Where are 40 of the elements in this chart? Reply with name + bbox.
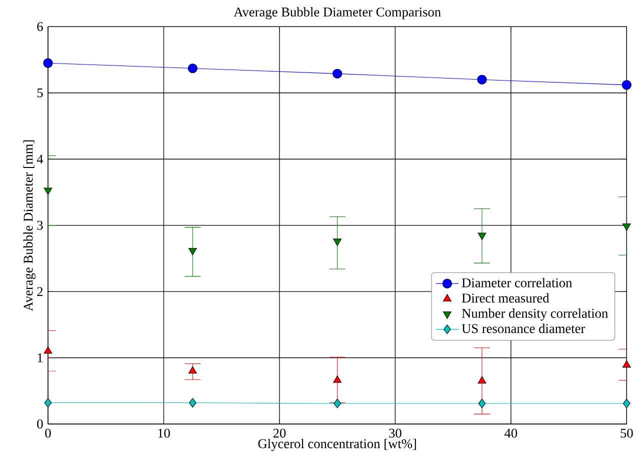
point: [333, 238, 342, 246]
legend-label: Direct measured: [462, 293, 550, 303]
y-tick-label: 2: [37, 287, 43, 296]
y-tick-label: 1: [38, 353, 43, 362]
x-tick-label: 40: [504, 428, 518, 438]
y-tick-label: 5: [37, 88, 43, 98]
y-tick-label: 4: [36, 154, 44, 164]
y-tick-label: 0: [37, 419, 43, 428]
point: [478, 398, 486, 408]
point: [622, 360, 631, 368]
point: [189, 398, 196, 408]
point: [44, 346, 52, 354]
point: [44, 398, 52, 408]
legend-label: US resonance diameter: [462, 324, 586, 334]
point: [333, 375, 342, 383]
x-tick-label: 0: [45, 428, 51, 438]
chart-title: Average Bubble Diameter Comparison: [234, 7, 441, 20]
legend-label: Diameter correlation: [462, 278, 572, 288]
x-tick-label: 10: [158, 428, 170, 438]
point: [44, 188, 52, 196]
y-tick-label: 6: [37, 22, 43, 32]
point: [332, 68, 342, 78]
point: [478, 232, 486, 240]
point: [188, 248, 197, 256]
x-tick-label: 50: [620, 428, 633, 438]
point: [478, 376, 486, 384]
point: [622, 223, 631, 231]
legend-label: Number density correlation: [462, 308, 608, 321]
point: [622, 398, 630, 408]
point: [477, 74, 487, 84]
point: [188, 366, 197, 374]
x-axis-title: Glycerol concentration [wt%]: [258, 438, 416, 451]
y-tick-label: 3: [37, 220, 43, 230]
point: [622, 80, 632, 90]
point: [43, 58, 53, 68]
x-tick-label: 20: [273, 428, 286, 438]
x-tick-label: 30: [389, 428, 402, 438]
y-axis-title: Average Bubble Diameter [mm]: [23, 140, 36, 312]
point: [188, 64, 198, 74]
point: [334, 398, 342, 408]
